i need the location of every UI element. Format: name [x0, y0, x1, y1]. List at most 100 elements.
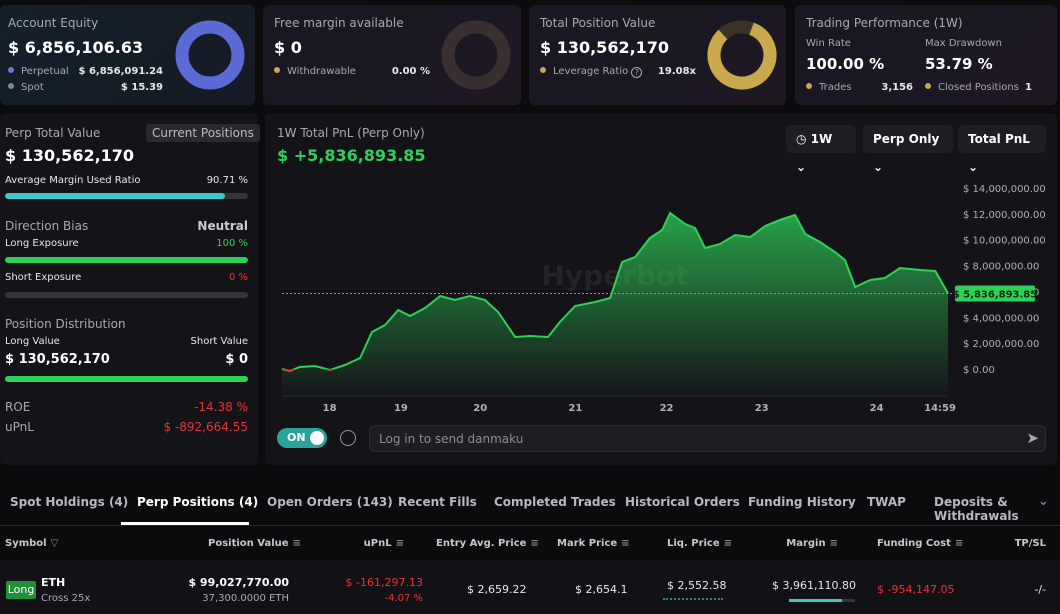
card-value: $ 130,562,170: [540, 38, 670, 57]
send-icon[interactable]: ➤: [1026, 429, 1039, 447]
column-header[interactable]: Entry Avg. Price ≡: [436, 538, 539, 550]
sort-icon[interactable]: ≡: [723, 538, 733, 549]
metric-label: Average Margin Used Ratio: [5, 175, 141, 186]
liq-price: $ 2,552.58: [667, 579, 727, 592]
tab[interactable]: Perp Positions (4): [137, 495, 259, 509]
stat-label: Win Rate: [806, 38, 851, 49]
x-tick-label: 18: [323, 403, 337, 413]
metric-label: Short Exposure: [5, 272, 82, 283]
row-value: 0.00 %: [391, 66, 430, 77]
margin-mode: Cross 25x: [41, 593, 91, 604]
metric-label: Short Value: [190, 336, 248, 347]
column-header-text: Liq. Price: [667, 538, 720, 549]
y-tick-label: $ 14,000,000.00: [963, 184, 1046, 195]
column-header[interactable]: Margin ≡: [786, 538, 838, 550]
legend-dot: [8, 83, 14, 89]
upnl: $ -161,297.13: [345, 576, 423, 589]
danmaku-toggle[interactable]: ON: [277, 428, 327, 448]
funding-cost: $ -954,147.05: [877, 583, 955, 596]
column-header-text: uPnL: [363, 538, 392, 549]
sort-icon[interactable]: ≡: [530, 538, 539, 549]
row-label: Spot: [8, 82, 44, 94]
x-tick-label: 20: [473, 403, 487, 413]
metric-value: 0 %: [228, 272, 248, 283]
panel-title: Perp Total Value: [5, 126, 101, 140]
y-tick-label: $ 10,000,000.00: [963, 236, 1046, 247]
card-value: $ 0: [274, 38, 302, 57]
input-placeholder: Log in to send danmaku: [379, 432, 524, 446]
dropdown-text: Total PnL: [968, 132, 1030, 146]
y-tick-label: $ 0.00: [963, 365, 995, 376]
metric-label: Long Exposure: [5, 238, 79, 249]
row-label-text: Spot: [21, 82, 44, 93]
section-label: Position Distribution: [5, 317, 126, 331]
y-tick-label: $ 4,000,000.00: [963, 313, 1039, 324]
liq-indicator: [663, 598, 723, 602]
card-value: $ 6,856,106.63: [8, 38, 144, 57]
tab[interactable]: Deposits & Withdrawals: [934, 495, 1019, 523]
metric-dropdown[interactable]: Total PnL ⌄: [958, 125, 1046, 174]
x-tick-label: 24: [870, 403, 884, 413]
sort-icon[interactable]: ≡: [621, 538, 630, 549]
y-tick-label: $ 2,000,000.00: [963, 339, 1039, 350]
progress-track: [5, 292, 248, 298]
dropdown-text: 1W: [810, 132, 833, 146]
help-icon[interactable]: ?: [631, 67, 643, 78]
row-label: Leverage Ratio ?: [540, 66, 643, 78]
current-positions-button[interactable]: Current Positions: [146, 124, 260, 142]
legend-dot: [806, 83, 812, 89]
current-value-tag: [955, 285, 1035, 302]
pnl-chart: Hyperbot$ 14,000,000.00$ 12,000,000.00$ …: [281, 184, 1046, 413]
danmaku-input[interactable]: Log in to send danmaku ➤: [369, 425, 1046, 452]
tab[interactable]: TWAP: [867, 495, 906, 509]
margin-bar-fill: [789, 599, 842, 602]
settings-icon[interactable]: [340, 430, 356, 446]
tab[interactable]: Funding History: [748, 495, 856, 509]
tab[interactable]: Completed Trades: [494, 495, 616, 509]
row-value: 1: [1025, 82, 1032, 93]
tab[interactable]: Historical Orders: [625, 495, 740, 509]
legend-dot: [925, 83, 931, 89]
column-header[interactable]: uPnL ≡: [364, 538, 404, 550]
tabs-expand[interactable]: ⌄: [1038, 494, 1049, 509]
current-value-label: $ 5,836,893.85: [953, 290, 1038, 301]
table-row: [0, 560, 1060, 614]
metric-value: 90.71 %: [206, 175, 248, 186]
donut: [441, 20, 511, 90]
short-value: $ 0: [225, 352, 248, 367]
tab[interactable]: Spot Holdings (4): [10, 495, 129, 509]
progress-fill: [5, 257, 248, 263]
column-header[interactable]: Position Value ≡: [208, 538, 301, 550]
column-header[interactable]: TP/SL: [1015, 538, 1046, 550]
sort-icon[interactable]: ≡: [292, 538, 301, 549]
tab[interactable]: Recent Fills: [398, 495, 477, 509]
sort-icon[interactable]: ≡: [954, 538, 964, 549]
row-label-text: Trades: [819, 82, 852, 93]
active-tab-indicator: [121, 522, 249, 525]
long-value: $ 130,562,170: [5, 352, 110, 367]
panel-value: $ 130,562,170: [5, 146, 135, 165]
column-header[interactable]: Mark Price ≡: [557, 538, 630, 550]
distribution-bar: [5, 376, 248, 382]
scope-dropdown[interactable]: Perp Only ⌄: [863, 125, 953, 174]
column-header[interactable]: Liq. Price ≡: [667, 538, 732, 550]
x-tick-label: 21: [568, 403, 582, 413]
pnl-area: [282, 213, 948, 395]
column-header[interactable]: Symbol ▽: [5, 538, 58, 550]
metric-label: Long Value: [5, 336, 60, 347]
donuts: [175, 20, 777, 90]
column-header-text: Symbol: [5, 538, 47, 549]
symbol: ETH: [41, 576, 66, 589]
sort-icon[interactable]: ≡: [395, 538, 404, 549]
period-dropdown[interactable]: ◷ 1W ⌄: [786, 125, 856, 174]
column-header-text: Funding Cost: [877, 538, 951, 549]
x-tick-label: 14:59: [924, 403, 956, 413]
filter-icon[interactable]: ▽: [50, 538, 59, 549]
tab[interactable]: Open Orders (143): [267, 495, 393, 509]
column-header[interactable]: Funding Cost ≡: [877, 538, 963, 550]
stat-value: 100.00 %: [806, 55, 885, 73]
sort-icon[interactable]: ≡: [829, 538, 838, 549]
column-header-text: Position Value: [208, 538, 289, 549]
toggle-knob: [310, 431, 324, 445]
